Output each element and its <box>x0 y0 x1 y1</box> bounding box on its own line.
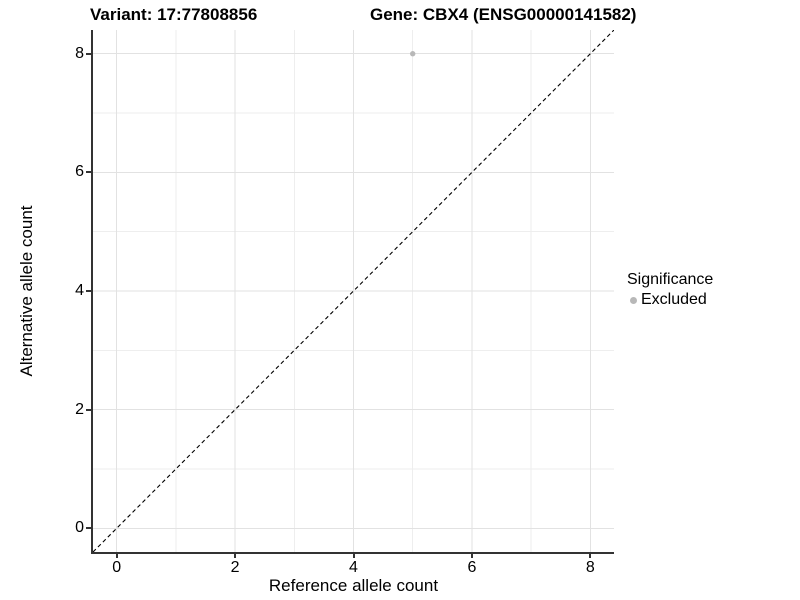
x-axis-label: Reference allele count <box>268 576 439 595</box>
x-tick-label: 6 <box>467 559 477 576</box>
x-tick-mark <box>115 553 118 558</box>
plot-title-gene: Gene: CBX4 (ENSG00000141582) <box>370 5 637 24</box>
x-tick-mark <box>470 553 473 558</box>
x-tick-label: 4 <box>349 559 358 576</box>
y-tick-mark <box>86 52 91 55</box>
x-tick-mark <box>352 553 355 558</box>
x-tick-label: 8 <box>585 559 595 576</box>
legend-item-label: Excluded <box>641 291 707 308</box>
y-tick-mark <box>86 408 91 411</box>
x-tick-label: 2 <box>230 559 240 576</box>
y-tick-label: 0 <box>75 519 84 537</box>
x-tick-mark <box>234 553 237 558</box>
legend-item: Excluded <box>630 291 713 309</box>
x-tick-label: 0 <box>112 559 122 576</box>
y-axis-label: Alternative allele count <box>17 205 36 377</box>
y-tick-label: 8 <box>75 44 84 62</box>
y-tick-label: 2 <box>75 400 84 418</box>
legend-title: Significance <box>627 271 714 288</box>
y-tick-label: 6 <box>75 163 84 181</box>
legend: Significance Excluded <box>627 271 713 309</box>
plot-title-variant: Variant: 17:77808856 <box>90 5 258 24</box>
y-tick-mark <box>86 290 91 292</box>
identity-reference-line <box>93 30 614 552</box>
y-tick-mark <box>86 171 91 174</box>
y-tick-mark <box>86 527 91 530</box>
plot-canvas <box>93 30 614 552</box>
legend-key-dot-icon <box>630 296 637 304</box>
x-tick-mark <box>589 553 592 558</box>
plot-panel <box>91 30 614 554</box>
y-tick-label: 4 <box>75 282 84 299</box>
legend-items: Excluded <box>627 291 713 309</box>
data-point <box>410 51 416 57</box>
